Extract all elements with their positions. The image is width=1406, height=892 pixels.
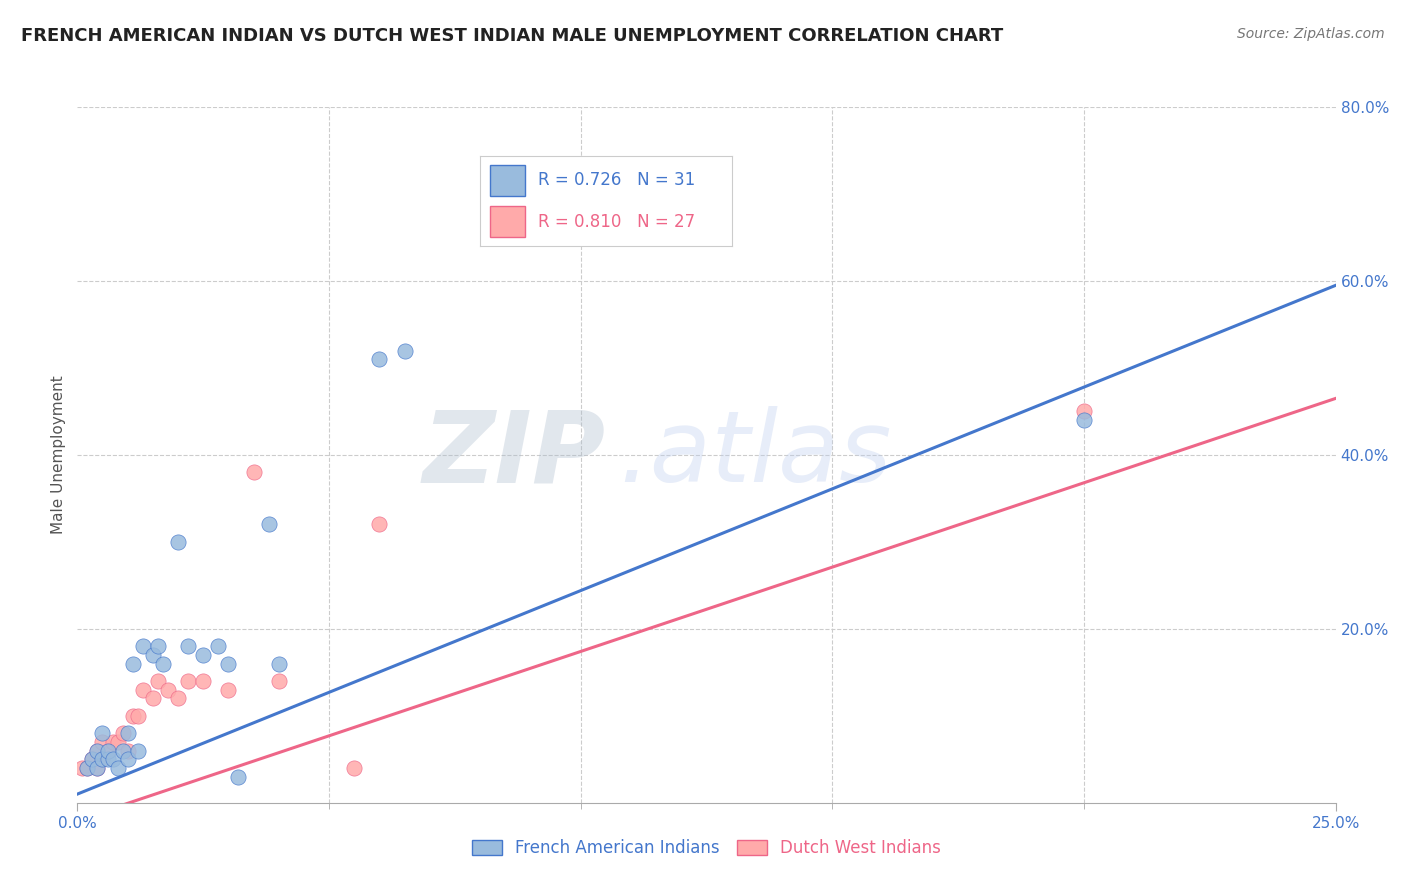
- Bar: [491, 165, 526, 195]
- Point: [132, 639, 155, 653]
- Text: Source: ZipAtlas.com: Source: ZipAtlas.com: [1237, 27, 1385, 41]
- Point: [101, 752, 124, 766]
- Point: [91, 752, 114, 766]
- Point: [191, 674, 215, 689]
- Point: [121, 708, 143, 723]
- Point: [167, 534, 190, 549]
- Point: [86, 744, 108, 758]
- Point: [368, 352, 391, 367]
- Point: [96, 752, 118, 766]
- Point: [127, 708, 149, 723]
- Point: [101, 735, 124, 749]
- Point: [127, 744, 149, 758]
- Point: [394, 343, 416, 358]
- Text: FRENCH AMERICAN INDIAN VS DUTCH WEST INDIAN MALE UNEMPLOYMENT CORRELATION CHART: FRENCH AMERICAN INDIAN VS DUTCH WEST IND…: [21, 27, 1004, 45]
- Point: [242, 466, 264, 480]
- Point: [1073, 404, 1095, 418]
- Point: [91, 735, 114, 749]
- Point: [86, 744, 108, 758]
- Point: [1073, 413, 1095, 427]
- Point: [72, 761, 94, 775]
- Point: [267, 657, 290, 671]
- Point: [167, 691, 190, 706]
- Point: [86, 761, 108, 775]
- Point: [91, 752, 114, 766]
- Point: [177, 639, 200, 653]
- Point: [156, 682, 179, 697]
- Point: [111, 744, 134, 758]
- Point: [117, 744, 139, 758]
- Point: [228, 770, 250, 784]
- Point: [111, 726, 134, 740]
- Point: [96, 744, 118, 758]
- Point: [96, 744, 118, 758]
- Point: [152, 657, 174, 671]
- Point: [132, 682, 155, 697]
- Point: [91, 726, 114, 740]
- Point: [191, 648, 215, 662]
- Point: [368, 517, 391, 532]
- Point: [82, 752, 104, 766]
- Point: [82, 752, 104, 766]
- Point: [569, 221, 592, 235]
- Point: [107, 761, 129, 775]
- Text: .atlas: .atlas: [619, 407, 891, 503]
- Point: [117, 752, 139, 766]
- Bar: [491, 206, 526, 237]
- Point: [267, 674, 290, 689]
- Point: [142, 648, 165, 662]
- Point: [177, 674, 200, 689]
- Point: [146, 639, 169, 653]
- Point: [117, 726, 139, 740]
- Y-axis label: Male Unemployment: Male Unemployment: [51, 376, 66, 534]
- Point: [146, 674, 169, 689]
- Text: ZIP: ZIP: [423, 407, 606, 503]
- Legend: French American Indians, Dutch West Indians: French American Indians, Dutch West Indi…: [465, 833, 948, 864]
- Point: [86, 761, 108, 775]
- Point: [257, 517, 280, 532]
- Text: R = 0.726   N = 31: R = 0.726 N = 31: [538, 171, 695, 189]
- Text: R = 0.810   N = 27: R = 0.810 N = 27: [538, 213, 695, 231]
- Point: [217, 682, 239, 697]
- Point: [76, 761, 98, 775]
- Point: [107, 735, 129, 749]
- Point: [76, 761, 98, 775]
- Point: [343, 761, 366, 775]
- Point: [207, 639, 229, 653]
- Point: [142, 691, 165, 706]
- Point: [121, 657, 143, 671]
- Point: [217, 657, 239, 671]
